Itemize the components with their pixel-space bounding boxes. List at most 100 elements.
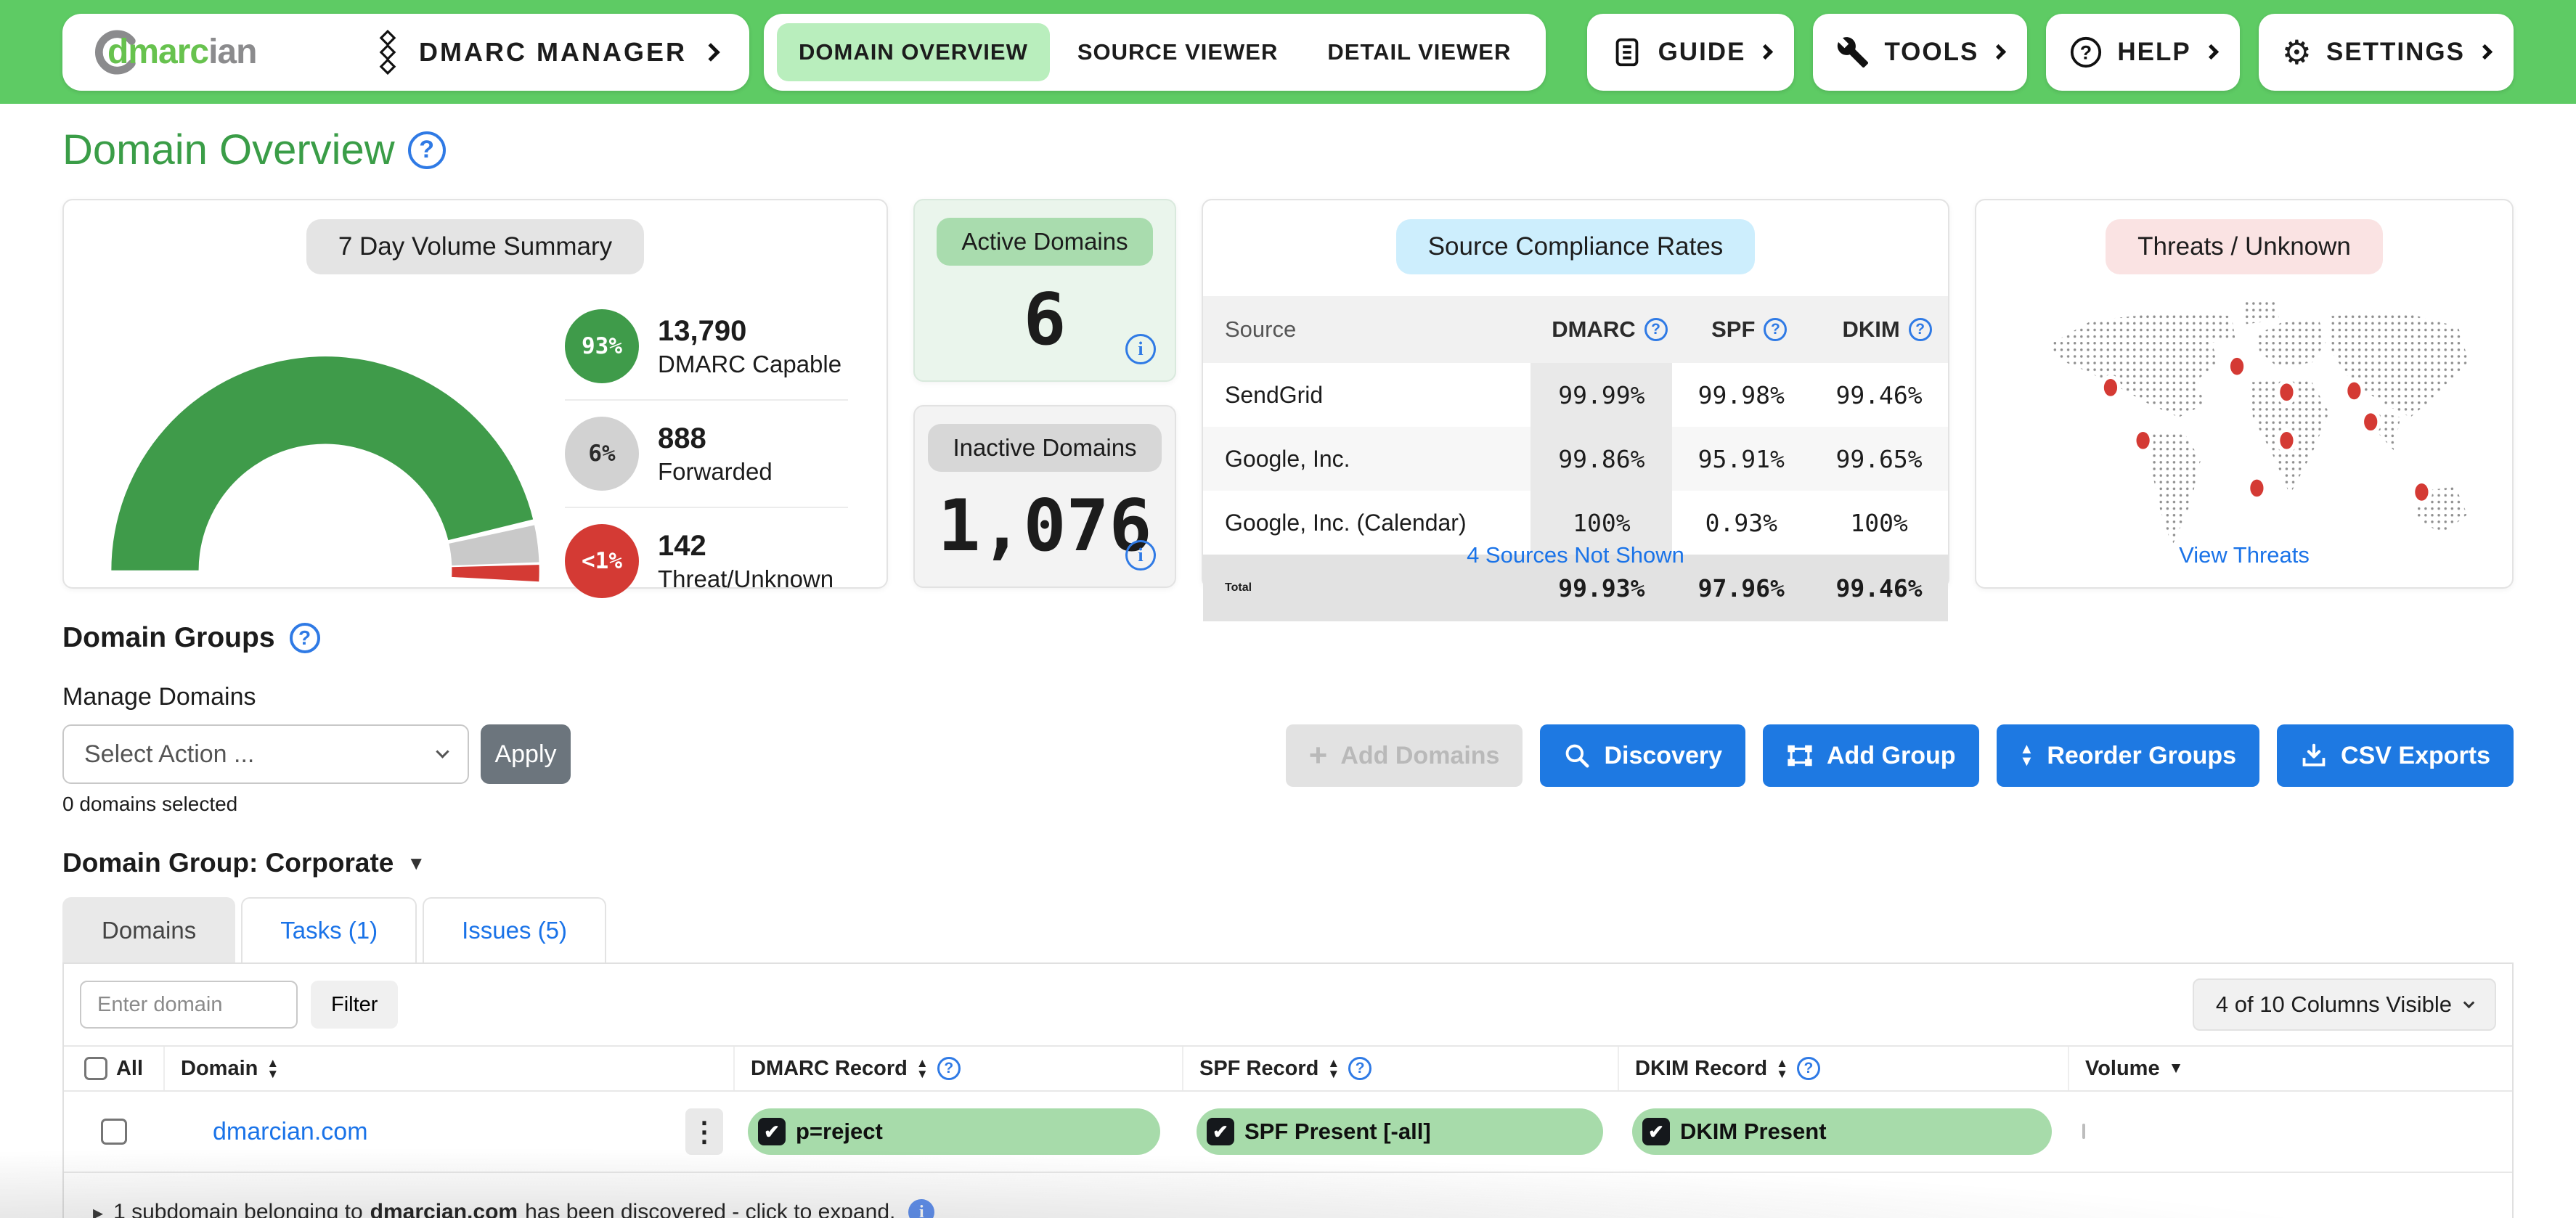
gauge-segment-threat bbox=[452, 564, 539, 581]
tools-button[interactable]: TOOLS bbox=[1813, 13, 2028, 91]
tab-source-viewer[interactable]: SOURCE VIEWER bbox=[1077, 38, 1279, 65]
question-icon[interactable]: ? bbox=[1764, 318, 1788, 341]
add-group-button[interactable]: Add Group bbox=[1763, 724, 1979, 787]
csv-exports-button[interactable]: CSV Exports bbox=[2277, 724, 2514, 787]
view-threats-link[interactable]: View Threats bbox=[2179, 542, 2310, 568]
compliance-row: Google, Inc. 99.86% 95.91% 99.65% bbox=[1203, 427, 1948, 491]
kebab-icon: ⋮ bbox=[690, 1116, 718, 1148]
reorder-groups-button[interactable]: ▲ ▼ Reorder Groups bbox=[1996, 724, 2260, 787]
main-content: Domain Overview ? 7 Day Volume Summary 9… bbox=[0, 126, 2576, 1218]
dmarc-record-badge[interactable]: ✔ p=reject bbox=[748, 1108, 1160, 1155]
info-filled-icon: i bbox=[908, 1199, 935, 1218]
question-icon[interactable]: ? bbox=[937, 1057, 961, 1080]
sort-desc-icon: ▼ bbox=[2168, 1060, 2184, 1076]
gauge-segment-dmarc-capable bbox=[111, 356, 534, 571]
threats-card: Threats / Unknown bbox=[1975, 199, 2514, 589]
threat-markers bbox=[2100, 353, 2432, 505]
inactive-domains-card: Inactive Domains 1,076 i bbox=[913, 405, 1176, 588]
help-button[interactable]: ? HELP bbox=[2046, 13, 2240, 91]
dkim-record-badge[interactable]: ✔ DKIM Present bbox=[1632, 1108, 2052, 1155]
chevron-right-icon bbox=[1758, 44, 1774, 60]
page-help-icon[interactable]: ? bbox=[407, 131, 446, 169]
subdomain-expand-row[interactable]: ▸ 1 subdomain belonging to dmarcian.com … bbox=[64, 1173, 2512, 1218]
caret-down-icon: ▼ bbox=[407, 851, 426, 874]
dmarcian-logo[interactable]: d marc ian bbox=[94, 30, 257, 75]
domain-group-selector[interactable]: Domain Group: Corporate ▼ bbox=[62, 848, 426, 878]
legend-count: 888 bbox=[658, 422, 706, 454]
tab-detail-viewer[interactable]: DETAIL VIEWER bbox=[1327, 38, 1512, 65]
sort-icon: ▲ ▼ bbox=[266, 1056, 280, 1081]
spf-record-badge[interactable]: ✔ SPF Present [-all] bbox=[1197, 1108, 1603, 1155]
legend-pct-badge: 93% bbox=[565, 309, 639, 383]
filter-button[interactable]: Filter bbox=[311, 981, 399, 1029]
volume-summary-title: 7 Day Volume Summary bbox=[306, 219, 645, 274]
action-select[interactable]: Select Action ... bbox=[62, 724, 469, 784]
domains-table: Filter 4 of 10 Columns Visible All Domai… bbox=[62, 962, 2514, 1218]
manage-domains-label: Manage Domains bbox=[62, 683, 256, 711]
tab-issues[interactable]: Issues (5) bbox=[423, 897, 606, 962]
sources-not-shown-link[interactable]: 4 Sources Not Shown bbox=[1467, 542, 1684, 568]
nav-menu: GUIDE TOOLS ? HELP ⚙ SETTINGS bbox=[1586, 13, 2514, 91]
chevron-right-icon bbox=[701, 42, 720, 62]
expand-caret-icon: ▸ bbox=[93, 1201, 104, 1218]
table-row: dmarcian.com ⋮ ✔ p=reject ✔ SPF Present … bbox=[64, 1092, 2512, 1173]
check-icon: ✔ bbox=[758, 1118, 786, 1145]
legend-item-threat-unknown: <1% 142 Threat/Unknown bbox=[565, 507, 848, 614]
volume-gauge-chart bbox=[111, 356, 539, 581]
threats-world-map bbox=[2050, 298, 2469, 547]
column-header-spf[interactable]: SPF Record ▲ ▼ ? bbox=[1182, 1047, 1618, 1090]
info-icon[interactable]: i bbox=[1125, 540, 1156, 571]
volume-legend: 93% 13,790 DMARC Capable 6% 888 Forwarde… bbox=[565, 293, 848, 614]
domains-selected-note: 0 domains selected bbox=[62, 793, 238, 815]
tab-domain-overview[interactable]: DOMAIN OVERVIEW bbox=[777, 23, 1050, 81]
row-checkbox[interactable] bbox=[100, 1119, 127, 1145]
tab-domains[interactable]: Domains bbox=[62, 897, 236, 962]
sort-icon: ▲ ▼ bbox=[1327, 1056, 1340, 1081]
question-icon[interactable]: ? bbox=[1908, 318, 1932, 341]
legend-label: DMARC Capable bbox=[658, 350, 842, 377]
question-icon[interactable]: ? bbox=[1644, 318, 1668, 341]
settings-button[interactable]: ⚙ SETTINGS bbox=[2258, 13, 2514, 91]
guide-book-icon bbox=[1615, 38, 1638, 66]
compliance-total-row: Total 99.93% 97.96% 99.46% bbox=[1203, 555, 1948, 621]
domain-filter-input[interactable] bbox=[80, 981, 298, 1029]
legend-item-dmarc-capable: 93% 13,790 DMARC Capable bbox=[565, 293, 848, 399]
object-group-icon bbox=[1788, 745, 1812, 767]
stack-icon bbox=[379, 29, 396, 75]
wrench-icon bbox=[1838, 36, 1869, 68]
threats-title: Threats / Unknown bbox=[2106, 219, 2383, 274]
select-all-checkbox[interactable] bbox=[83, 1057, 107, 1080]
reorder-icon: ▲ ▼ bbox=[2019, 741, 2034, 769]
column-header-dmarc[interactable]: DMARC Record ▲ ▼ ? bbox=[733, 1047, 1182, 1090]
check-icon: ✔ bbox=[1207, 1118, 1234, 1145]
apply-button[interactable]: Apply bbox=[481, 724, 571, 784]
volume-summary-card: 7 Day Volume Summary 93% 13,790 DMARC Ca… bbox=[62, 199, 888, 598]
sort-icon: ▲ ▼ bbox=[916, 1056, 929, 1081]
legend-count: 13,790 bbox=[658, 314, 747, 347]
column-header-dkim[interactable]: DKIM Record ▲ ▼ ? bbox=[1618, 1047, 2068, 1090]
add-domains-button[interactable]: + Add Domains bbox=[1285, 724, 1523, 787]
compliance-header-row: Source DMARC? SPF? DKIM? bbox=[1203, 296, 1948, 363]
dmarc-manager-menu[interactable]: DMARC MANAGER bbox=[374, 29, 720, 75]
discovery-button[interactable]: Discovery bbox=[1540, 724, 1745, 787]
question-icon[interactable]: ? bbox=[1796, 1057, 1820, 1080]
row-menu-button[interactable]: ⋮ bbox=[685, 1108, 723, 1155]
page-title: Domain Overview ? bbox=[62, 126, 2514, 174]
domain-groups-help-icon[interactable]: ? bbox=[289, 623, 320, 653]
tab-tasks[interactable]: Tasks (1) bbox=[241, 897, 417, 962]
domain-link[interactable]: dmarcian.com bbox=[213, 1117, 368, 1145]
legend-item-forwarded: 6% 888 Forwarded bbox=[565, 399, 848, 507]
column-header-domain[interactable]: Domain ▲ ▼ bbox=[163, 1047, 733, 1090]
active-domains-title: Active Domains bbox=[937, 218, 1153, 266]
chevron-down-icon bbox=[436, 744, 449, 759]
domain-groups-heading: Domain Groups ? bbox=[62, 622, 2514, 654]
columns-visible-button[interactable]: 4 of 10 Columns Visible bbox=[2192, 978, 2496, 1031]
inactive-domains-value: 1,076 bbox=[937, 485, 1152, 568]
column-header-volume[interactable]: Volume ▼ bbox=[2068, 1047, 2512, 1090]
question-icon[interactable]: ? bbox=[1348, 1057, 1372, 1080]
chevron-right-icon bbox=[1991, 44, 2007, 60]
guide-button[interactable]: GUIDE bbox=[1586, 13, 1795, 91]
compliance-table: Source DMARC? SPF? DKIM? SendGrid 99.99%… bbox=[1203, 296, 1948, 621]
brand-pill: d marc ian DMARC MANAGER bbox=[62, 13, 749, 91]
info-icon[interactable]: i bbox=[1125, 334, 1156, 364]
